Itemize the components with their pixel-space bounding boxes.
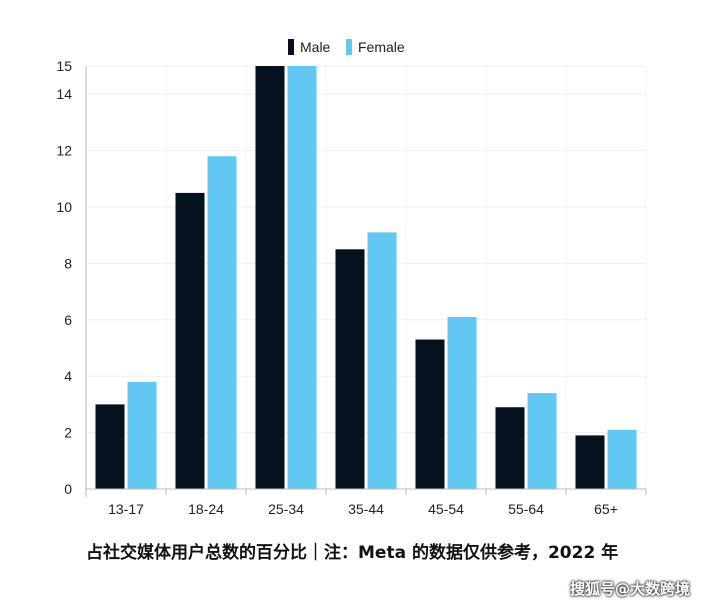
y-tick-label: 0 (64, 481, 72, 497)
bar-female-25-34 (287, 66, 317, 489)
legend-swatch-male (288, 39, 294, 55)
y-axis-ticks: 0 2 4 6 8 10 12 14 15 (56, 58, 72, 497)
bar-male-18-24 (175, 192, 205, 489)
watermark: 搜狐号@大数跨境 (569, 580, 690, 598)
y-tick-label: 14 (56, 86, 72, 102)
legend-label-female: Female (358, 39, 405, 55)
bar-male-35-44 (335, 249, 365, 489)
y-tick-label: 8 (64, 255, 72, 271)
x-tick-label: 55-64 (508, 501, 544, 517)
x-tick-label: 18-24 (188, 501, 224, 517)
bar-male-25-34 (255, 66, 285, 489)
x-tick-label: 13-17 (108, 501, 144, 517)
y-tick-label: 2 (64, 425, 72, 441)
x-tick-label: 35-44 (348, 501, 384, 517)
bars (95, 66, 637, 490)
legend-label-male: Male (300, 39, 331, 55)
chart-caption: 占社交媒体用户总数的百分比｜注：Meta 的数据仅供参考，2022 年 (86, 543, 619, 563)
grid-lines (86, 65, 647, 489)
legend-swatch-female (346, 39, 352, 55)
bar-male-55-64 (495, 407, 525, 489)
bar-male-13-17 (95, 404, 125, 489)
bar-male-45-54 (415, 339, 445, 489)
bar-female-35-44 (367, 232, 397, 489)
bar-male-65+ (575, 435, 605, 489)
x-axis-ticks: 13-17 18-24 25-34 35-44 45-54 55-64 65+ (108, 489, 647, 517)
y-tick-label: 12 (56, 143, 72, 159)
y-tick-label: 15 (56, 58, 72, 74)
y-tick-label: 10 (56, 199, 72, 215)
x-tick-label: 65+ (594, 501, 618, 517)
bar-female-55-64 (527, 393, 557, 489)
x-tick-label: 25-34 (268, 501, 304, 517)
y-tick-label: 6 (64, 312, 72, 328)
x-tick-label: 45-54 (428, 501, 464, 517)
axes (85, 66, 646, 497)
bar-female-45-54 (447, 316, 477, 489)
bar-female-18-24 (207, 156, 237, 490)
y-tick-label: 4 (64, 368, 72, 384)
bar-female-65+ (607, 429, 637, 489)
legend: Male Female (288, 39, 405, 55)
bar-female-13-17 (127, 381, 157, 489)
